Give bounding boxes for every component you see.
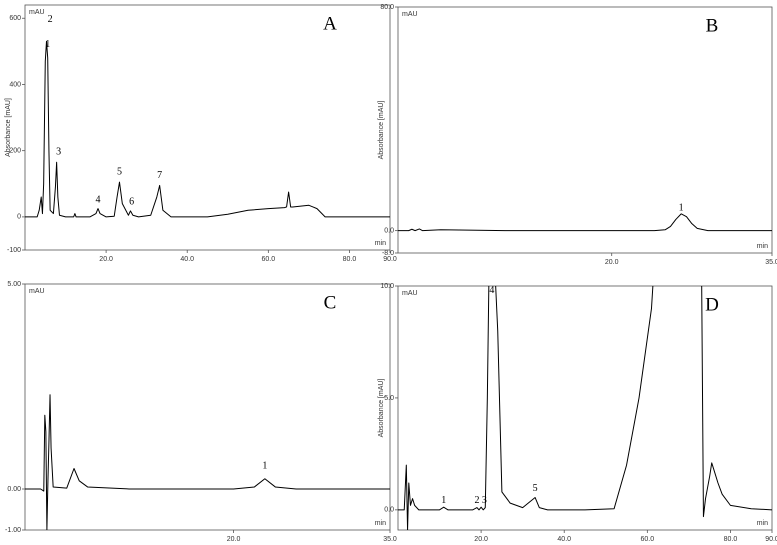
panel-letter: A — [323, 13, 337, 34]
panel-letter: B — [706, 15, 719, 36]
panel: 80.0 0.0 -8.0 20.0 35.0 mAU min Absorbance [mAU… — [378, 4, 777, 266]
peak-label: 4 — [96, 195, 101, 206]
peak-label: 1 — [45, 39, 50, 50]
y-tick-label: 0 — [17, 214, 21, 221]
x-tick-label: 20.0 — [227, 536, 241, 543]
x-tick-label: 60.0 — [262, 256, 276, 263]
y-unit: mAU — [402, 290, 418, 297]
x-unit: min — [757, 520, 768, 527]
peak-label: 6 — [129, 196, 134, 207]
y-tick-label: -1.00 — [5, 527, 21, 534]
y-tick-label: 0.00 — [7, 486, 21, 493]
x-tick-label: 35.0 — [383, 536, 397, 543]
peak-label: 3 — [56, 147, 61, 158]
trace — [398, 213, 772, 232]
plot-frame — [24, 4, 391, 251]
peak-label: 3 — [482, 495, 487, 506]
trace — [25, 394, 390, 530]
peak-label: 7 — [157, 170, 162, 181]
peak-label: 4 — [489, 285, 494, 296]
panel: 5.00 0.00 -1.00 20.0 35.0 mAU min C 1 — [5, 281, 397, 543]
y-tick-label: 600 — [9, 15, 21, 22]
x-tick-label: 90.0 — [383, 256, 397, 263]
x-tick-label: 20.0 — [474, 536, 488, 543]
x-tick-label: 20.0 — [605, 259, 619, 266]
x-tick-label: 80.0 — [343, 256, 357, 263]
y-tick-label: 5.0 — [384, 395, 394, 402]
peak-label: 5 — [117, 166, 122, 177]
y-tick-label: -100 — [7, 247, 21, 254]
peak-label: 2 — [48, 14, 53, 25]
y-tick-label: 200 — [9, 148, 21, 155]
peak-label: 1 — [441, 495, 446, 506]
trace — [398, 286, 772, 530]
x-unit: min — [375, 520, 386, 527]
plot-frame — [24, 283, 391, 531]
y-axis-label: Absorbance [mAU] — [5, 98, 12, 157]
x-unit: min — [757, 243, 768, 250]
plot-frame — [397, 6, 773, 254]
y-tick-label: 80.0 — [380, 4, 394, 11]
panel: 10.0 5.0 0.0 20.0 40.0 60.0 80.0 90.0 mAU min Abso… — [378, 283, 777, 543]
panel-letter: D — [705, 294, 719, 315]
plot-frame — [397, 285, 773, 531]
peak-label: 2 — [474, 495, 479, 506]
x-tick-label: 20.0 — [99, 256, 113, 263]
x-tick-label: 80.0 — [724, 536, 738, 543]
y-axis-label: Absorbance [mAU] — [378, 379, 385, 438]
y-tick-label: -8.0 — [382, 250, 394, 257]
peak-label: 5 — [533, 483, 538, 494]
y-tick-label: 0.0 — [384, 227, 394, 234]
panel-letter: C — [324, 292, 337, 313]
y-tick-label: 5.00 — [7, 281, 21, 288]
y-unit: mAU — [29, 288, 45, 295]
x-tick-label: 90.0 — [765, 536, 777, 543]
y-unit: mAU — [29, 9, 45, 16]
y-tick-label: 0.0 — [384, 507, 394, 514]
x-tick-label: 40.0 — [557, 536, 571, 543]
trace — [25, 40, 390, 218]
x-tick-label: 40.0 — [180, 256, 194, 263]
y-tick-label: 400 — [9, 81, 21, 88]
y-axis-label: Absorbance [mAU] — [378, 101, 385, 160]
x-tick-label: 60.0 — [641, 536, 655, 543]
x-tick-label: 35.0 — [765, 259, 777, 266]
peak-label: 1 — [679, 203, 684, 214]
y-unit: mAU — [402, 11, 418, 18]
y-tick-label: 10.0 — [380, 283, 394, 290]
peak-label: 1 — [262, 461, 267, 472]
x-unit: min — [375, 240, 386, 247]
